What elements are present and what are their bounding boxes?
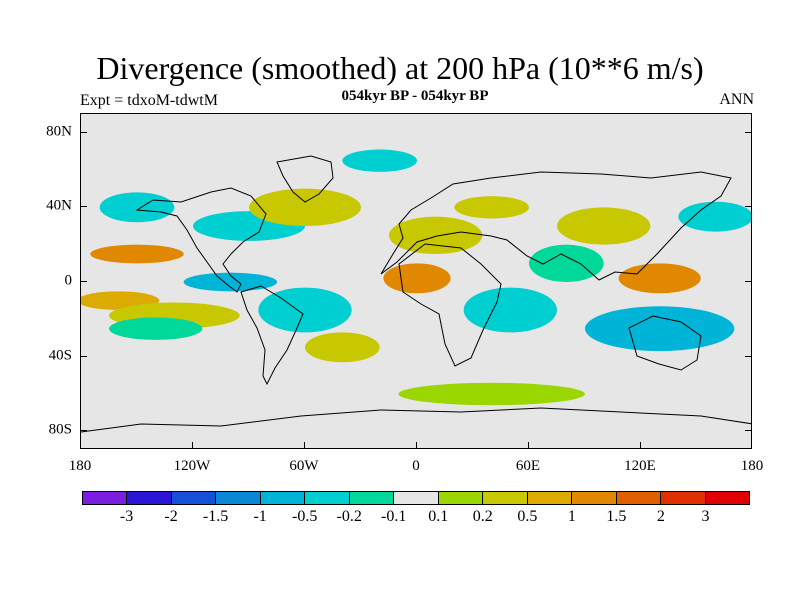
lon-tick-label: 120W <box>173 458 211 474</box>
season-label: ANN <box>719 91 754 108</box>
colorbar-level-label: 0.5 <box>517 508 538 525</box>
experiment-label: Expt = tdxoM-tdwtM <box>80 92 218 109</box>
lon-tick-label: 60E <box>515 458 541 474</box>
anomaly-region <box>398 382 585 406</box>
anomaly-layer <box>81 149 751 406</box>
colorbar-level-label: 2 <box>656 508 665 525</box>
colorbar-box <box>171 492 217 504</box>
anomaly-region <box>678 201 751 232</box>
colorbar-level-label: -0.1 <box>381 508 407 525</box>
colorbar-level-label: 0.1 <box>428 508 449 525</box>
coastline-greenland <box>276 155 334 203</box>
lat-tick-mark <box>80 206 87 208</box>
anomaly-region <box>183 272 277 292</box>
anomaly-region <box>342 149 417 172</box>
coastline-south-america <box>240 285 304 386</box>
colorbar-box <box>260 492 306 504</box>
lat-tick-mark <box>745 281 752 282</box>
lon-tick-mark <box>751 442 752 449</box>
colorbar-box <box>483 492 528 504</box>
colorbar-box <box>616 492 662 504</box>
lat-tick-mark <box>745 206 752 208</box>
coastline-layer <box>81 155 751 433</box>
anomaly-region <box>258 287 352 333</box>
lat-tick-mark <box>80 430 87 432</box>
lat-tick-label: 40S <box>48 347 72 364</box>
anomaly-region <box>618 263 701 294</box>
colorbar-box <box>705 492 750 504</box>
lon-tick-mark <box>640 442 641 449</box>
colorbar-box <box>83 492 128 504</box>
colorbar-level-label: -0.2 <box>336 508 362 525</box>
colorbar-level-label: -3 <box>119 508 134 525</box>
colorbar-box <box>305 492 350 504</box>
lon-tick-label: 180 <box>68 458 92 474</box>
coastline-australia <box>628 315 702 371</box>
colorbar-level-label: -2 <box>164 508 178 525</box>
colorbar-box <box>572 492 617 504</box>
coastline-antarctica <box>81 407 751 433</box>
anomaly-region <box>389 216 483 254</box>
colorbar-level-label: 3 <box>701 508 710 525</box>
lat-tick-label: 80N <box>46 123 72 140</box>
coastline-africa <box>398 243 502 367</box>
anomaly-region <box>529 244 604 282</box>
lon-tick-mark <box>416 442 417 449</box>
lon-tick-mark <box>80 442 81 449</box>
coastline-europe-asia <box>380 171 732 281</box>
colorbar-box <box>127 492 172 504</box>
anomaly-region <box>99 192 175 223</box>
anomaly-region <box>557 207 651 245</box>
colorbar-level-label: -1.5 <box>202 508 229 525</box>
lat-tick-mark <box>80 131 87 133</box>
anomaly-region <box>454 196 529 219</box>
colorbar-level-label: -1 <box>253 508 267 525</box>
lat-tick-label: 40N <box>46 197 72 214</box>
lon-tick-mark <box>528 442 529 449</box>
anomaly-region <box>90 244 184 264</box>
divergence-map <box>81 114 751 448</box>
lat-tick-label: 80S <box>48 421 72 438</box>
anomaly-region <box>463 287 557 333</box>
colorbar-box <box>438 492 484 504</box>
lon-tick-label: 60W <box>289 458 319 474</box>
anomaly-region <box>383 263 451 294</box>
anomaly-region <box>585 306 735 352</box>
anomaly-region <box>305 332 380 363</box>
lon-tick-mark <box>304 442 305 449</box>
colorbar-level-label: 0.2 <box>472 508 493 525</box>
lat-tick-mark <box>745 430 752 432</box>
colorbar-level-label: 1.5 <box>606 508 627 525</box>
lat-tick-mark <box>745 355 752 357</box>
anomaly-region <box>249 188 361 226</box>
colorbar-box <box>216 492 261 504</box>
plot-title: Divergence (smoothed) at 200 hPa (10**6 … <box>96 50 704 86</box>
colorbar-box <box>527 492 573 504</box>
coastline-north-america <box>135 187 267 293</box>
colorbar-box <box>349 492 395 504</box>
lat-tick-mark <box>80 355 87 357</box>
lat-tick-mark <box>745 131 752 133</box>
colorbar-level-label: -0.5 <box>291 508 318 525</box>
anomaly-region <box>109 317 203 340</box>
colorbar <box>82 491 750 505</box>
lon-tick-label: 180 <box>740 458 764 474</box>
colorbar-box <box>394 492 439 504</box>
lon-tick-label: 0 <box>412 458 420 474</box>
lat-tick-mark <box>80 281 87 282</box>
lon-tick-label: 120E <box>624 458 656 474</box>
plot-subtitle: 054kyr BP - 054kyr BP <box>341 88 489 104</box>
colorbar-box <box>661 492 706 504</box>
map-plot-area <box>80 113 752 449</box>
lat-tick-label: 0 <box>64 272 73 289</box>
lon-tick-mark <box>192 442 193 449</box>
colorbar-level-label: 1 <box>567 508 576 525</box>
